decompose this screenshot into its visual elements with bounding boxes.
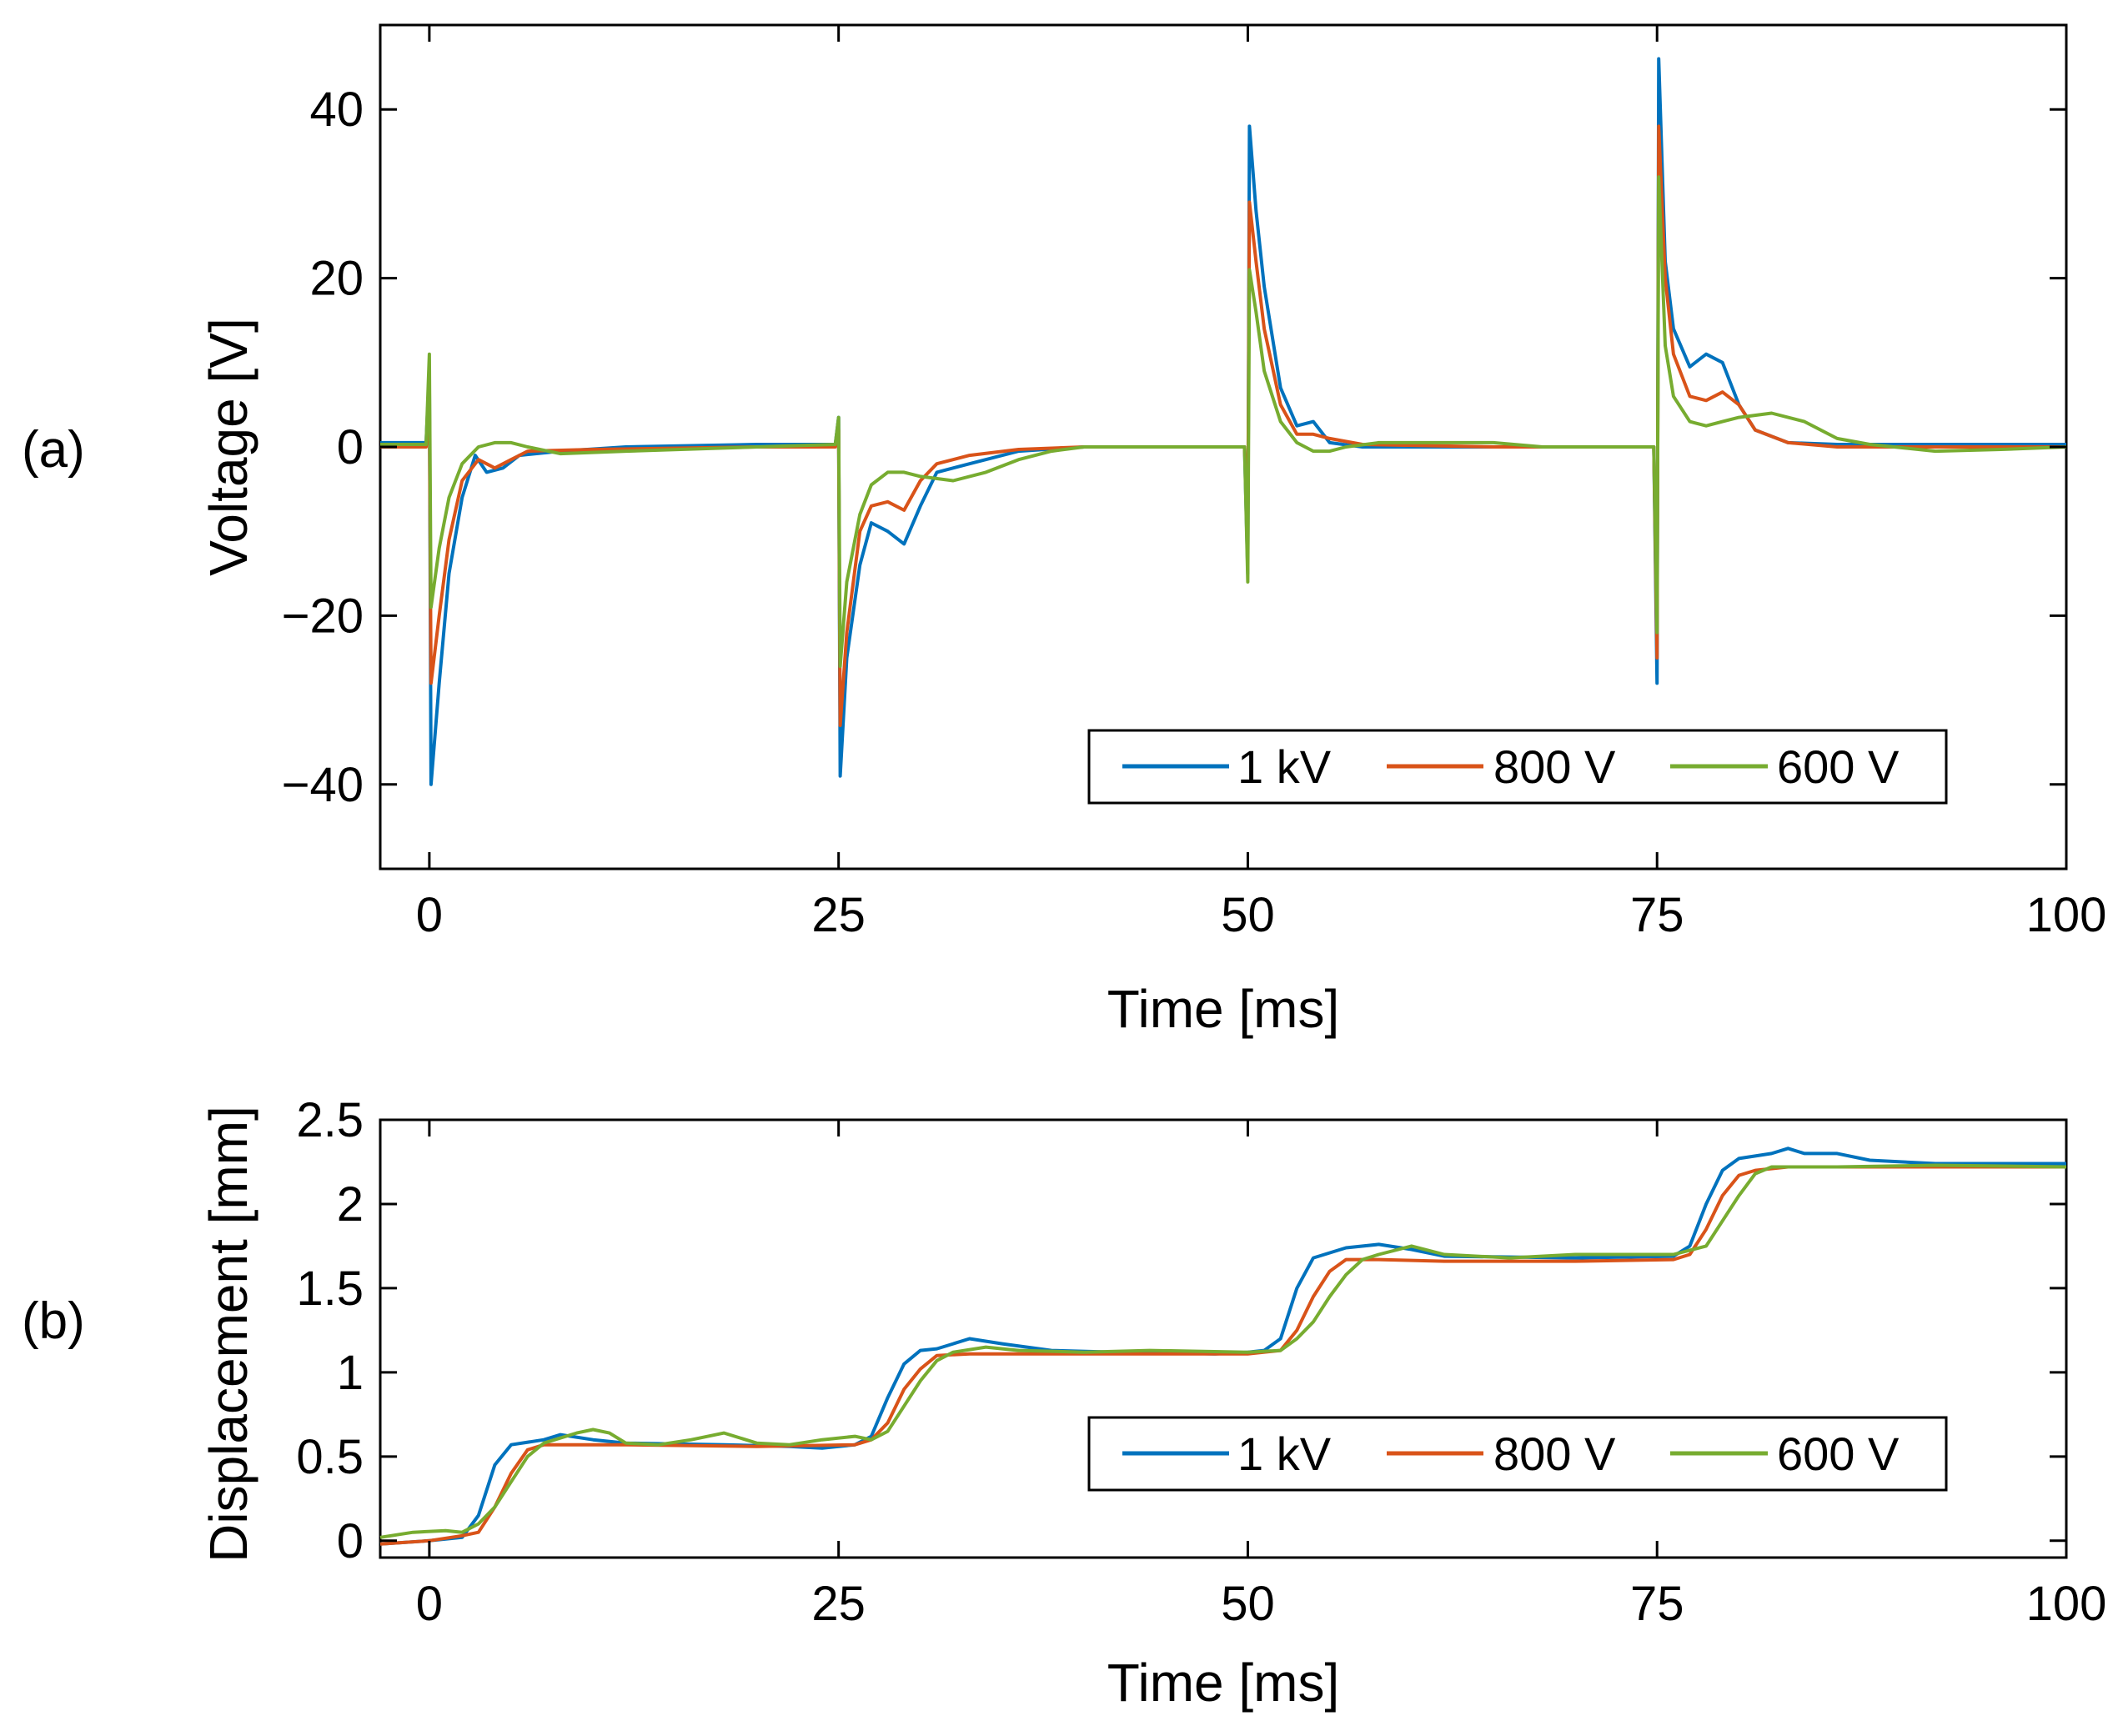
ytick-label-a-0: −40 xyxy=(282,758,364,812)
displacement-plot-box xyxy=(379,1118,2068,1559)
voltage-chart: 0 25 50 75 100 −40 −20 0 20 40 Time [ms] Voltage … xyxy=(198,23,2107,1039)
displacement-xlabel: Time [ms] xyxy=(1107,1653,1340,1713)
voltage-ylabel: Voltage [V] xyxy=(198,318,258,576)
legend-b-600v-label: 600 V xyxy=(1777,1427,1900,1480)
displacement-chart: 0 25 50 75 100 0 0.5 1 1.5 2 2.5 Time [ms] Displac… xyxy=(198,1093,2106,1713)
displacement-series-group xyxy=(379,1146,2067,1546)
legend-a-600v-label: 600 V xyxy=(1777,740,1900,793)
ytick-label-b-5: 2.5 xyxy=(296,1093,364,1147)
voltage-legend: 1 kV 800 V 600 V xyxy=(1087,729,1948,805)
ytick-label-b-3: 1.5 xyxy=(296,1262,364,1316)
voltage-xlabel: Time [ms] xyxy=(1107,979,1340,1039)
ytick-label-a-2: 0 xyxy=(337,420,364,474)
panel-label-b: (b) xyxy=(22,1292,85,1350)
ytick-label-a-3: 20 xyxy=(309,252,364,306)
series-line-a-800v xyxy=(380,124,2066,727)
ytick-label-b-1: 0.5 xyxy=(296,1430,364,1484)
xtick-label-a-1: 25 xyxy=(811,888,866,942)
ytick-label-b-2: 1 xyxy=(337,1346,364,1400)
series-line-b-600v xyxy=(379,1163,2067,1539)
legend-a-1kv-label: 1 kV xyxy=(1237,740,1332,793)
ytick-label-a-4: 40 xyxy=(309,83,364,137)
voltage-ticks: 0 25 50 75 100 −40 −20 0 20 40 xyxy=(282,25,2107,942)
xtick-label-a-0: 0 xyxy=(416,888,443,942)
series-line-a-600v xyxy=(380,175,2067,669)
xtick-label-b-3: 75 xyxy=(1630,1577,1684,1631)
displacement-legend-box xyxy=(1087,1416,1948,1492)
xtick-label-b-1: 25 xyxy=(811,1577,866,1631)
ytick-label-b-4: 2 xyxy=(337,1177,364,1232)
displacement-ylabel: Displacement [mm] xyxy=(198,1106,258,1563)
series-line-b-800v xyxy=(379,1165,2066,1546)
legend-b-800v-label: 800 V xyxy=(1493,1427,1616,1480)
xtick-label-a-4: 100 xyxy=(2026,888,2107,942)
voltage-series-group xyxy=(380,57,2067,786)
voltage-legend-box xyxy=(1087,729,1948,805)
xtick-label-a-3: 75 xyxy=(1630,888,1684,942)
legend-a-800v-label: 800 V xyxy=(1493,740,1616,793)
ytick-label-a-1: −20 xyxy=(282,589,364,643)
xtick-label-b-4: 100 xyxy=(2026,1577,2107,1631)
legend-b-1kv-label: 1 kV xyxy=(1237,1427,1332,1480)
xtick-label-b-0: 0 xyxy=(416,1577,443,1631)
series-line-a-1kv xyxy=(380,57,2066,786)
panel-label-a: (a) xyxy=(22,421,85,479)
displacement-legend: 1 kV 800 V 600 V xyxy=(1087,1416,1948,1492)
xtick-label-b-2: 50 xyxy=(1221,1577,1275,1631)
displacement-ticks: 0 25 50 75 100 0 0.5 1 1.5 2 2.5 xyxy=(296,1093,2106,1631)
ytick-label-b-0: 0 xyxy=(337,1514,364,1568)
xtick-label-a-2: 50 xyxy=(1221,888,1275,942)
